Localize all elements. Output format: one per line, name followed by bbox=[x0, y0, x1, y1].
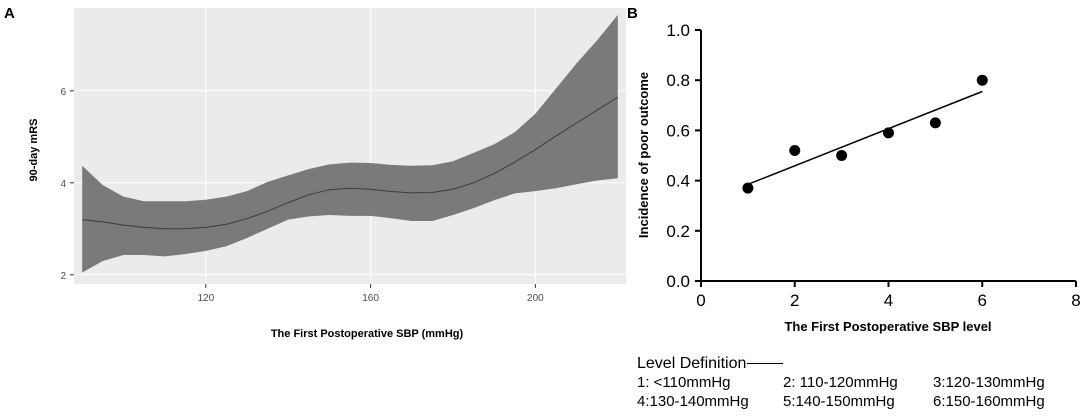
legend-title: Level Definition bbox=[637, 355, 747, 372]
data-point bbox=[976, 74, 988, 86]
panel-a-fit-line-layer bbox=[82, 96, 619, 230]
panel-b-points bbox=[742, 74, 988, 194]
data-point bbox=[836, 150, 848, 161]
y-tick-label: 0.8 bbox=[666, 71, 690, 90]
panel-b-fit-layer bbox=[747, 90, 983, 186]
x-tick-label: 8 bbox=[1071, 291, 1080, 310]
confidence-band bbox=[82, 14, 618, 273]
data-point bbox=[883, 127, 894, 139]
panel-a-confidence-band-layer bbox=[82, 14, 618, 273]
x-tick-label: 0 bbox=[696, 291, 705, 310]
panel-a-y-axis-title: 90-day mRS bbox=[28, 119, 40, 182]
panel-a-ticks: 120 160 200 2 4 6 bbox=[60, 87, 544, 304]
y-tick-label: 2 bbox=[60, 271, 66, 282]
x-tick-label: 160 bbox=[362, 293, 379, 304]
fit-line bbox=[82, 96, 619, 230]
y-tick-label: 1.0 bbox=[666, 21, 690, 40]
x-tick-label: 2 bbox=[790, 291, 799, 310]
level-legend: Level Definition 1: <110mmHg 2: 110-120m… bbox=[637, 355, 1077, 410]
y-tick-label: 0.0 bbox=[666, 272, 690, 291]
legend-items: 1: <110mmHg 2: 110-120mmHg 3:120-130mmHg… bbox=[637, 374, 1077, 410]
panel-b-ticks: 0 2 4 6 8 0.0 0.2 0.4 0.6 0.8 1.0 bbox=[666, 21, 1080, 310]
panel-b-y-axis-title: Incidence of poor outcome bbox=[636, 72, 651, 238]
panel-a: A 120 160 200 2 4 6 The First Postoperative S… bbox=[4, 5, 626, 340]
data-point bbox=[742, 182, 754, 194]
legend-item: 3:120-130mmHg bbox=[933, 374, 1045, 391]
panel-b: B 0 2 4 6 8 0.0 0.2 0.4 0.6 0.8 1.0 The First Post… bbox=[627, 5, 1081, 334]
legend-item: 5:140-150mmHg bbox=[783, 393, 895, 410]
data-point bbox=[929, 117, 941, 129]
y-tick-label: 6 bbox=[60, 87, 66, 98]
y-tick-label: 0.2 bbox=[666, 222, 690, 241]
panel-a-x-axis-title: The First Postoperative SBP (mmHg) bbox=[271, 328, 464, 340]
legend-title-row: Level Definition bbox=[637, 355, 1077, 373]
y-tick-label: 0.6 bbox=[666, 121, 690, 140]
panel-a-label: A bbox=[4, 5, 15, 22]
data-point bbox=[789, 144, 801, 156]
x-tick-label: 200 bbox=[527, 293, 544, 304]
panel-b-x-axis-title: The First Postoperative SBP level bbox=[784, 319, 991, 334]
x-tick-label: 4 bbox=[884, 291, 893, 310]
x-tick-label: 120 bbox=[197, 293, 214, 304]
legend-item: 6:150-160mmHg bbox=[933, 393, 1045, 410]
y-tick-label: 0.4 bbox=[666, 172, 690, 191]
fit-line bbox=[747, 90, 983, 186]
legend-item: 4:130-140mmHg bbox=[637, 393, 749, 410]
legend-title-rule bbox=[747, 363, 784, 365]
panel-b-label: B bbox=[627, 5, 638, 22]
y-tick-label: 4 bbox=[60, 179, 66, 190]
legend-item: 1: <110mmHg bbox=[637, 374, 731, 391]
x-tick-label: 6 bbox=[978, 291, 987, 310]
legend-item: 2: 110-120mmHg bbox=[783, 374, 898, 391]
